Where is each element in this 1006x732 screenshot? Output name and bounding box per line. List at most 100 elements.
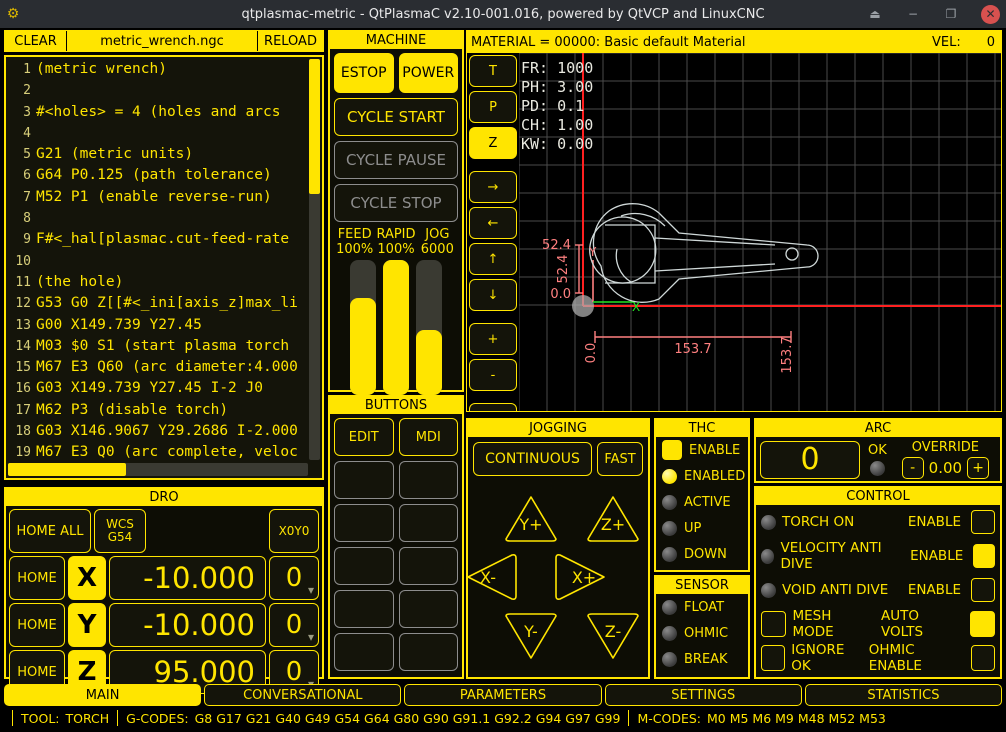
- mcodes-key: M-CODES:: [637, 710, 701, 726]
- arc-override-minus-button[interactable]: -: [901, 457, 924, 479]
- velocity-anti-dive-enable-checkbox[interactable]: [973, 544, 995, 568]
- gcode-line[interactable]: 15 M67 E3 Q60 (arc diameter:4.000: [6, 357, 308, 378]
- torch-on-enable-checkbox[interactable]: [971, 510, 995, 534]
- gcode-line[interactable]: 12 G53 G0 Z[[#<_ini[axis_z]max_li: [6, 293, 308, 314]
- tab-conversational[interactable]: CONVERSATIONAL: [204, 684, 402, 706]
- gcode-vertical-scrollbar[interactable]: [309, 59, 320, 460]
- gcode-line[interactable]: 6 G64 P0.125 (path tolerance): [6, 165, 308, 186]
- gcode-line[interactable]: 3 #<holes> = 4 (holes and arcs: [6, 102, 308, 123]
- zoom-in-button[interactable]: +: [469, 323, 517, 355]
- arc-override-plus-button[interactable]: +: [967, 457, 990, 479]
- axis-label-y[interactable]: Y: [68, 603, 106, 647]
- override-slider-rapid[interactable]: [383, 260, 409, 395]
- gcode-preview-canvas[interactable]: 52.4 0.0 52.4 153.7 0.0 153.7 Y X: [518, 52, 1001, 411]
- gcode-line[interactable]: 13 G00 X149.739 Y27.45: [6, 315, 308, 336]
- wcs-button[interactable]: WCS G54: [94, 509, 146, 553]
- dro-offset-y[interactable]: 0 ▾: [269, 603, 319, 647]
- clear-button[interactable]: CLEAR: [5, 31, 67, 51]
- clear-view-button[interactable]: C: [469, 403, 517, 411]
- pan-left-button[interactable]: ←: [469, 207, 517, 239]
- gcode-line[interactable]: 7 M52 P1 (enable reverse-run): [6, 187, 308, 208]
- pan-right-button[interactable]: →: [469, 171, 517, 203]
- wcs-label-line2: G54: [107, 530, 133, 544]
- close-icon[interactable]: ✕: [981, 4, 1000, 24]
- gcode-line[interactable]: 16 G03 X149.739 Y27.45 I-2 J0: [6, 378, 308, 399]
- gcode-horizontal-scroll-thumb[interactable]: [8, 463, 126, 476]
- thc-enable-checkbox[interactable]: [662, 440, 682, 460]
- gcode-editor[interactable]: 1 (metric wrench) 2 3 #<holes> = 4 (holes an…: [4, 55, 324, 480]
- x0y0-button[interactable]: X0Y0: [269, 509, 319, 553]
- touch-off-tool-button[interactable]: T: [469, 55, 517, 87]
- jog-x-plus-button[interactable]: X+: [550, 552, 608, 602]
- jog-y-minus-button[interactable]: Y-: [502, 612, 560, 662]
- user-button-empty[interactable]: [334, 547, 394, 585]
- ignore-ok-checkbox[interactable]: [761, 645, 786, 671]
- home-y-button[interactable]: HOME: [9, 603, 65, 647]
- override-slider-feed[interactable]: [350, 260, 376, 395]
- ohmic-enable-checkbox[interactable]: [970, 645, 995, 671]
- mdi-button[interactable]: MDI: [398, 418, 458, 456]
- auto-volts-checkbox[interactable]: [969, 611, 995, 637]
- user-button-empty[interactable]: [398, 461, 458, 499]
- cycle-start-button[interactable]: CYCLE START: [334, 98, 458, 136]
- reload-button[interactable]: RELOAD: [257, 31, 323, 51]
- pan-up-button[interactable]: ↑: [469, 243, 517, 275]
- gcode-line[interactable]: 18 G03 X146.9067 Y29.2686 I-2.000: [6, 421, 308, 442]
- gcode-line[interactable]: 19 M67 E3 Q0 (arc complete, veloc: [6, 442, 308, 460]
- minimize-icon[interactable]: −: [907, 7, 919, 21]
- user-button-empty[interactable]: [334, 633, 394, 671]
- gcode-line[interactable]: 11 (the hole): [6, 272, 308, 293]
- jog-z-plus-button[interactable]: Z+: [584, 493, 642, 543]
- tab-settings[interactable]: SETTINGS: [604, 684, 802, 706]
- gcode-horizontal-scrollbar[interactable]: [8, 463, 308, 476]
- eject-icon[interactable]: ⏏: [869, 7, 881, 21]
- gcode-line[interactable]: 9 F#<_hal[plasmac.cut-feed-rate: [6, 229, 308, 250]
- zoom-tool-button[interactable]: Z: [469, 127, 517, 159]
- cycle-pause-button[interactable]: CYCLE PAUSE: [334, 141, 458, 179]
- dro-value-x[interactable]: -10.000: [109, 556, 266, 600]
- thc-enable-row[interactable]: ENABLE: [656, 437, 748, 463]
- filename-label[interactable]: metric_wrench.ngc: [100, 33, 224, 49]
- zoom-out-button[interactable]: -: [469, 359, 517, 391]
- gcode-line[interactable]: 10: [6, 251, 308, 272]
- gcode-line[interactable]: 1 (metric wrench): [6, 59, 308, 80]
- home-all-button[interactable]: HOME ALL: [9, 509, 91, 553]
- override-slider-jog[interactable]: [416, 260, 442, 395]
- gcode-line[interactable]: 4: [6, 123, 308, 144]
- edit-button[interactable]: EDIT: [334, 418, 394, 456]
- mesh-mode-checkbox[interactable]: [761, 611, 787, 637]
- gcode-line[interactable]: 8: [6, 208, 308, 229]
- tab-statistics[interactable]: STATISTICS: [804, 684, 1003, 706]
- user-button-empty[interactable]: [398, 590, 458, 628]
- void-anti-dive-enable-checkbox[interactable]: [971, 578, 995, 602]
- tab-main[interactable]: MAIN: [4, 684, 202, 706]
- user-button-empty[interactable]: [398, 633, 458, 671]
- gcode-line[interactable]: 17 M62 P3 (disable torch): [6, 400, 308, 421]
- jog-z-minus-button[interactable]: Z-: [584, 612, 642, 662]
- maximize-icon[interactable]: ❐: [945, 7, 957, 21]
- material-bar[interactable]: MATERIAL = 00000: Basic default Material…: [467, 31, 1001, 53]
- axis-label-x[interactable]: X: [68, 556, 106, 600]
- home-x-button[interactable]: HOME: [9, 556, 65, 600]
- gcode-vertical-scroll-thumb[interactable]: [309, 59, 320, 194]
- user-button-empty[interactable]: [334, 590, 394, 628]
- jog-fast-button[interactable]: FAST: [597, 442, 643, 476]
- tab-parameters[interactable]: PARAMETERS: [404, 684, 602, 706]
- user-button-empty[interactable]: [398, 504, 458, 542]
- cycle-stop-button[interactable]: CYCLE STOP: [334, 184, 458, 222]
- gcode-line[interactable]: 5 G21 (metric units): [6, 144, 308, 165]
- gcode-line[interactable]: 14 M03 $0 S1 (start plasma torch: [6, 336, 308, 357]
- power-button[interactable]: POWER: [398, 53, 458, 93]
- user-button-empty[interactable]: [334, 461, 394, 499]
- jog-continuous-button[interactable]: CONTINUOUS: [473, 442, 592, 476]
- gcode-line[interactable]: 2: [6, 80, 308, 101]
- jog-y-plus-button[interactable]: Y+: [502, 493, 560, 543]
- user-button-empty[interactable]: [334, 504, 394, 542]
- pan-tool-button[interactable]: P: [469, 91, 517, 123]
- pan-down-button[interactable]: ↓: [469, 279, 517, 311]
- user-button-empty[interactable]: [398, 547, 458, 585]
- jog-x-minus-button[interactable]: X-: [464, 552, 522, 602]
- dro-value-y[interactable]: -10.000: [109, 603, 266, 647]
- estop-button[interactable]: ESTOP: [334, 53, 394, 93]
- dro-offset-x[interactable]: 0 ▾: [269, 556, 319, 600]
